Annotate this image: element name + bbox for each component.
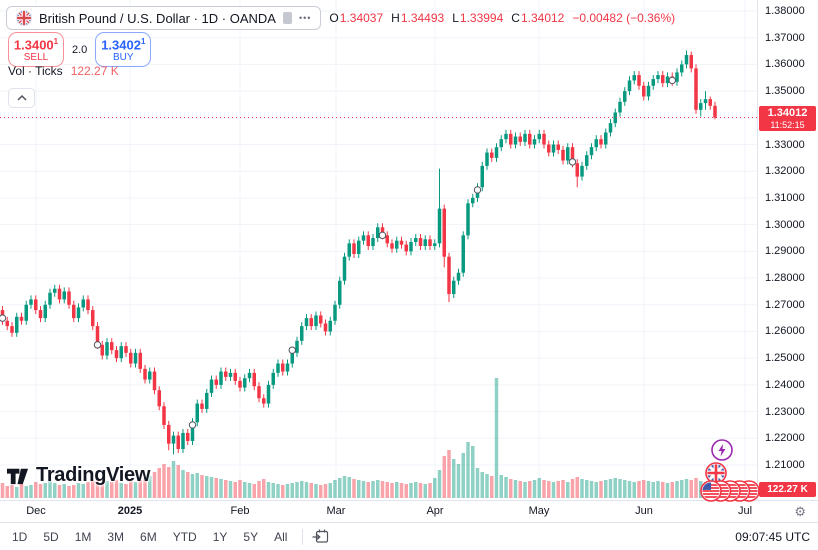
change-value: −0.00482 (−0.36%) bbox=[572, 11, 676, 25]
time-tick-label: Apr bbox=[426, 505, 444, 517]
symbol-button[interactable]: British Pound / U.S. Dollar · 1D · OANDA… bbox=[6, 6, 322, 30]
sell-button[interactable]: 1.34001 SELL bbox=[8, 32, 64, 68]
price-tick-label: 1.33000 bbox=[765, 138, 805, 151]
range-button-5d[interactable]: 5D bbox=[43, 529, 59, 544]
price-tick-label: 1.26000 bbox=[765, 325, 805, 338]
chart-canvas[interactable]: British Pound / U.S. Dollar · 1D · OANDA… bbox=[0, 0, 760, 502]
price-tick-label: 1.30000 bbox=[765, 218, 805, 231]
event-circle-marker[interactable] bbox=[668, 76, 676, 85]
market-status-icon bbox=[282, 12, 292, 24]
range-button-1d[interactable]: 1D bbox=[12, 529, 28, 544]
time-axis[interactable]: ⚙ Dec 2025 Feb Mar Apr May Jun Jul bbox=[0, 500, 818, 522]
last-price-label: 1.34012 11:52:15 bbox=[759, 106, 816, 131]
range-button-3m[interactable]: 3M bbox=[107, 529, 125, 544]
ohlc-values: O 1.34037 H 1.34493 L 1.33994 C 1.34012 −0.0… bbox=[329, 11, 675, 25]
last-price-value: 1.34012 bbox=[767, 107, 808, 119]
time-tick-label: Jun bbox=[635, 505, 653, 517]
buy-button[interactable]: 1.34021 BUY bbox=[95, 32, 152, 68]
price-tick-label: 1.31000 bbox=[765, 191, 805, 204]
spread-value: 2.0 bbox=[72, 43, 88, 56]
tradingview-logo[interactable]: TradingView bbox=[6, 464, 150, 487]
session-clock[interactable]: 09:07:45 UTC bbox=[735, 529, 810, 544]
bottom-toolbar: 1D 5D 1M 3M 6M YTD 1Y 5Y All 09:07:45 UTC bbox=[0, 522, 818, 550]
event-circle-marker[interactable] bbox=[188, 421, 197, 429]
open-label: O bbox=[329, 11, 339, 25]
range-button-1m[interactable]: 1M bbox=[74, 529, 92, 544]
time-tick-label: Feb bbox=[230, 505, 250, 517]
price-tick-label: 1.29000 bbox=[765, 245, 805, 258]
event-circle-marker[interactable] bbox=[378, 231, 387, 240]
high-label: H bbox=[391, 11, 400, 25]
time-tick-label: May bbox=[528, 505, 550, 517]
range-button-ytd[interactable]: YTD bbox=[172, 529, 197, 544]
volume-axis-label: 122.27 K bbox=[759, 482, 816, 497]
tradingview-mark-icon bbox=[6, 468, 29, 485]
close-label: C bbox=[511, 11, 520, 25]
price-tick-label: 1.38000 bbox=[765, 5, 805, 17]
buy-label: BUY bbox=[113, 52, 134, 64]
low-label: L bbox=[452, 11, 459, 25]
calendar-icon bbox=[312, 529, 329, 543]
symbol-legend: British Pound / U.S. Dollar · 1D · OANDA… bbox=[6, 6, 675, 30]
price-tick-label: 1.27000 bbox=[765, 298, 805, 311]
gear-icon[interactable]: ⚙ bbox=[794, 504, 806, 519]
price-tick-label: 1.36000 bbox=[765, 58, 805, 71]
price-tick-label: 1.23000 bbox=[765, 405, 805, 418]
close-value: 1.34012 bbox=[520, 11, 565, 25]
price-tick-label: 1.37000 bbox=[765, 31, 805, 44]
range-button-1y[interactable]: 1Y bbox=[212, 529, 228, 544]
range-button-5y[interactable]: 5Y bbox=[243, 529, 259, 544]
bar-countdown: 11:52:15 bbox=[770, 120, 805, 130]
event-circle-marker[interactable] bbox=[473, 186, 482, 194]
event-circle-marker[interactable] bbox=[568, 158, 577, 166]
time-tick-label: 2025 bbox=[117, 505, 143, 517]
price-tick-label: 1.21000 bbox=[765, 459, 805, 471]
price-tick-label: 1.22000 bbox=[765, 432, 805, 445]
volume-legend[interactable]: Vol · Ticks 122.27 K bbox=[8, 64, 119, 78]
trade-buttons: 1.34001 SELL 2.0 1.34021 BUY bbox=[8, 32, 152, 68]
chevron-up-icon bbox=[16, 94, 27, 101]
price-tick-label: 1.28000 bbox=[765, 272, 805, 285]
range-button-all[interactable]: All bbox=[274, 529, 288, 544]
volume-indicator-value: 122.27 K bbox=[70, 64, 119, 78]
collapse-pane-button[interactable] bbox=[8, 88, 35, 108]
open-value: 1.34037 bbox=[339, 11, 384, 25]
event-circle-marker[interactable] bbox=[93, 341, 102, 349]
price-tick-label: 1.24000 bbox=[765, 378, 805, 391]
volume-indicator-name: Vol · Ticks bbox=[8, 64, 63, 78]
event-circle-marker[interactable] bbox=[288, 346, 296, 354]
more-options-icon[interactable]: ••• bbox=[298, 13, 312, 23]
date-range-buttons: 1D 5D 1M 3M 6M YTD 1Y 5Y All bbox=[4, 527, 295, 547]
toolbar-separator bbox=[302, 528, 304, 545]
chart-svg[interactable] bbox=[0, 0, 757, 500]
go-to-date-button[interactable] bbox=[312, 528, 330, 545]
tradingview-logo-text: TradingView bbox=[36, 464, 151, 486]
price-axis[interactable]: 1.34012 11:52:15 122.27 K 1.38000 1.37000… bbox=[757, 0, 818, 500]
uk-flag-event-icon[interactable] bbox=[705, 462, 727, 484]
time-tick-label: Dec bbox=[26, 505, 46, 517]
lightning-event-icon[interactable] bbox=[711, 439, 733, 461]
price-tick-label: 1.35000 bbox=[765, 85, 805, 98]
symbol-title: British Pound / U.S. Dollar · 1D · OANDA bbox=[39, 10, 276, 26]
sell-label: SELL bbox=[23, 52, 49, 64]
high-value: 1.34493 bbox=[400, 11, 445, 25]
range-button-6m[interactable]: 6M bbox=[140, 529, 157, 544]
time-tick-label: Mar bbox=[326, 505, 346, 517]
price-tick-label: 1.32000 bbox=[765, 165, 805, 178]
event-markers bbox=[692, 436, 762, 507]
us-flag-stack-icon[interactable] bbox=[700, 480, 760, 502]
price-tick-label: 1.25000 bbox=[765, 352, 805, 365]
event-circle-marker[interactable] bbox=[0, 314, 7, 322]
low-value: 1.33994 bbox=[459, 11, 504, 25]
time-tick-label: Jul bbox=[737, 505, 753, 517]
gbp-usd-flag-icon bbox=[16, 10, 32, 26]
